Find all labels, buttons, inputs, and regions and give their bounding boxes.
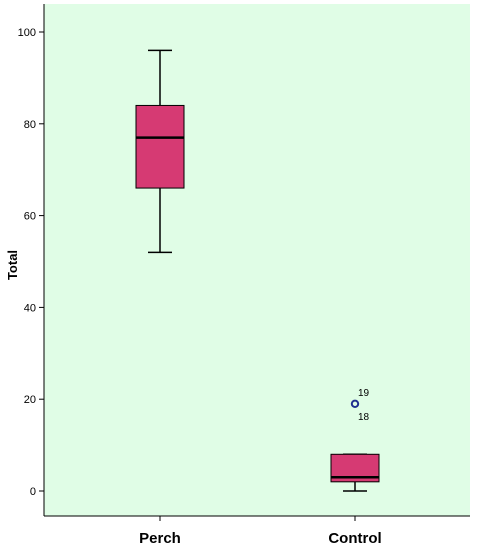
y-tick-label: 20	[24, 394, 36, 406]
y-tick-label: 40	[24, 302, 36, 314]
outlier-point	[350, 399, 360, 408]
outlier-label: 19	[358, 388, 370, 399]
y-tick-label: 0	[30, 486, 36, 498]
y-tick-label: 60	[24, 211, 36, 223]
x-tick-label-control: Control	[328, 530, 381, 547]
x-axis-labels: Perch Control	[139, 516, 382, 547]
outlier-label: 18	[358, 412, 370, 423]
box-perch	[135, 49, 185, 254]
y-axis-ticks: 0 20 40 60 80 100	[18, 27, 44, 498]
y-axis-title: Total	[5, 250, 20, 280]
plot-area	[44, 4, 470, 516]
y-tick-label: 100	[18, 27, 36, 39]
x-tick-label-perch: Perch	[139, 530, 181, 547]
box-iqr	[135, 104, 185, 189]
y-tick-label: 80	[24, 119, 36, 131]
